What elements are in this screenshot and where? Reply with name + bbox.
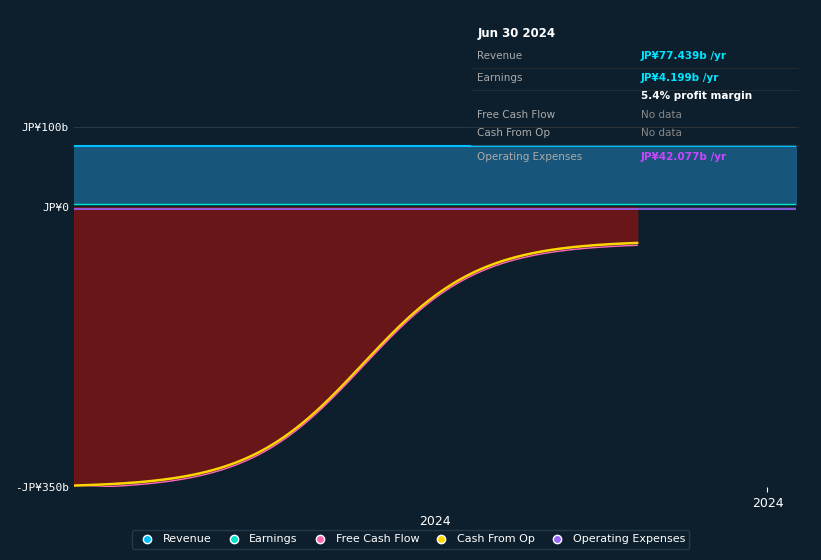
Legend: Revenue, Earnings, Free Cash Flow, Cash From Op, Operating Expenses: Revenue, Earnings, Free Cash Flow, Cash … — [131, 530, 690, 549]
Text: Revenue: Revenue — [478, 51, 523, 61]
Text: JP¥4.199b /yr: JP¥4.199b /yr — [641, 73, 719, 83]
Text: No data: No data — [641, 110, 682, 120]
Text: No data: No data — [641, 128, 682, 138]
Text: Earnings: Earnings — [478, 73, 523, 83]
Text: Free Cash Flow: Free Cash Flow — [478, 110, 556, 120]
Text: Operating Expenses: Operating Expenses — [478, 152, 583, 162]
Text: Cash From Op: Cash From Op — [478, 128, 551, 138]
Text: JP¥77.439b /yr: JP¥77.439b /yr — [641, 51, 727, 61]
Text: Jun 30 2024: Jun 30 2024 — [478, 27, 556, 40]
X-axis label: 2024: 2024 — [420, 515, 451, 529]
Text: 5.4% profit margin: 5.4% profit margin — [641, 91, 752, 101]
Text: JP¥42.077b /yr: JP¥42.077b /yr — [641, 152, 727, 162]
